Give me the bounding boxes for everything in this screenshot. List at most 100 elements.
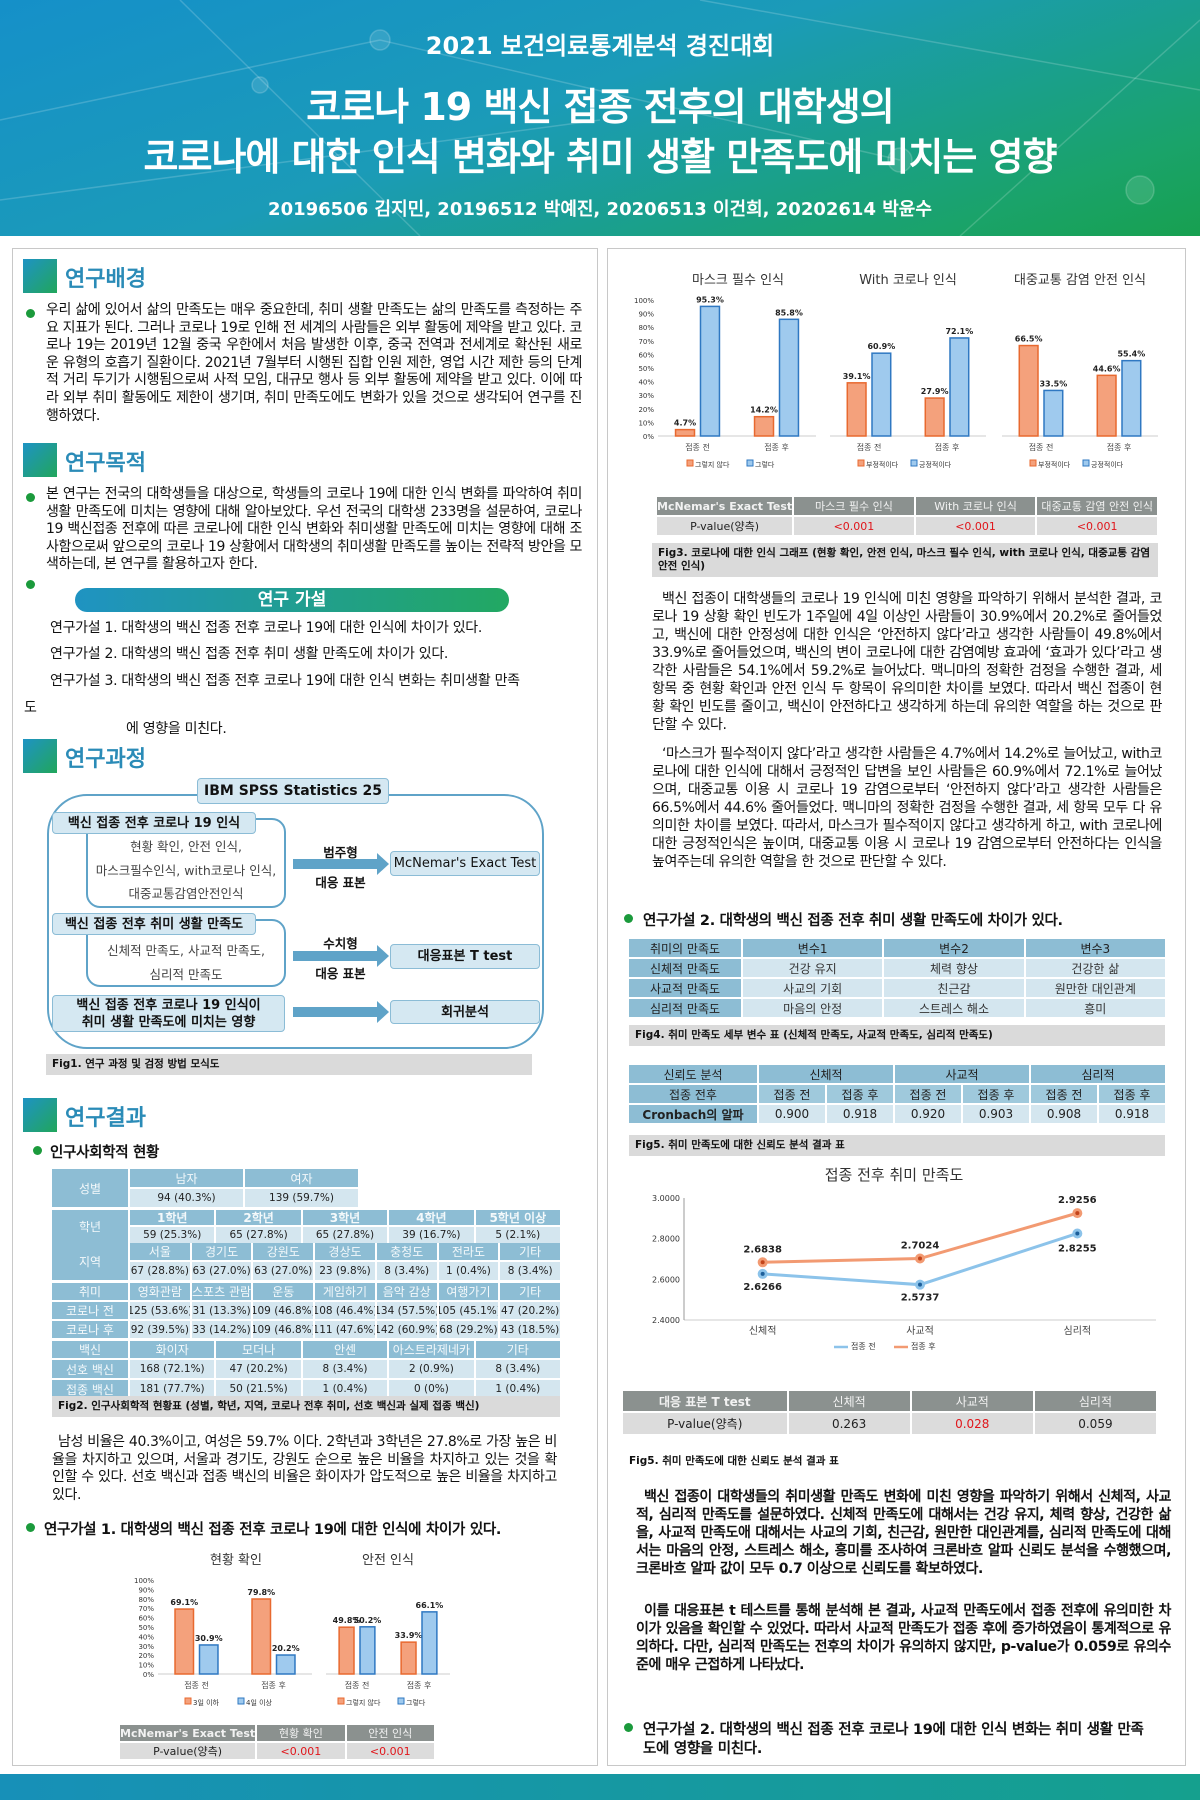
table-cell: 134 (57.5%)	[376, 1302, 437, 1319]
demographics-block: 지역 서울 경기도 강원도 경상도 충청도 전라도 기타 67 (28.8%) 63 (27.0%…	[52, 1243, 560, 1280]
table-header: With 코로나 인식	[915, 497, 1036, 515]
cronbach-alpha: 0.903	[963, 1105, 1029, 1123]
group2-item: 심리적 만족도	[149, 967, 223, 982]
arrow-icon	[293, 1001, 389, 1023]
hypothesis-1-title: 연구가설 1. 대학생의 백신 접종 전후 코로나 19에 대한 인식에 차이가…	[44, 1522, 502, 1538]
bar-value-label: 14.2%	[750, 406, 778, 415]
y-tick-label: 3.0000	[652, 1194, 680, 1203]
column-header: 아스트라제네카	[389, 1341, 474, 1358]
bar-value-label: 69.1%	[170, 1598, 198, 1607]
p-value: 0.028	[911, 1413, 1033, 1434]
column-header: 모더나	[216, 1341, 301, 1358]
column-header: 기타	[500, 1283, 560, 1300]
column-header: 경상도	[315, 1243, 375, 1260]
table-cell: 건강한 삶	[1025, 959, 1165, 977]
bar	[674, 428, 696, 437]
bar-value-label: 60.9%	[867, 342, 895, 351]
column-header: 게임하기	[315, 1283, 375, 1300]
table-cell: 59 (25.3%)	[130, 1227, 215, 1243]
chart-title: 현황 확인	[210, 1553, 262, 1568]
column-header: 신뢰도 분석	[629, 1065, 757, 1083]
section-title: 연구목적	[65, 451, 146, 476]
table-header: McNemar's Exact Test	[657, 497, 793, 515]
column-header: 화이자	[130, 1341, 215, 1358]
table-header: 현황 확인	[257, 1725, 345, 1741]
y-tick-label: 20%	[138, 1652, 154, 1660]
y-tick-label: 70%	[638, 338, 654, 346]
chart-status-check: 현황 확인 0%10% 20%30% 40%50%60% 70%80% 90%100% 접종…	[134, 1553, 312, 1707]
chart-title: 안전 인식	[362, 1553, 414, 1568]
column-header: 남자	[130, 1169, 243, 1187]
h1-result-text-1: 백신 접종이 대학생들의 코로나 19 인식에 미친 영향을 파악하기 위해서 …	[652, 591, 1162, 733]
y-tick-label: 40%	[138, 1633, 154, 1641]
column-header: 경기도	[191, 1243, 252, 1260]
x-tick-label: 접종 후	[261, 1680, 286, 1690]
bar-value-label: 33.9%	[395, 1631, 423, 1640]
legend-swatch	[1029, 459, 1037, 467]
demographics-block: 성별 남자 여자 94 (40.3%) 139 (59.7%)	[52, 1169, 358, 1207]
block-label: 성별	[52, 1169, 128, 1207]
fig4-grid: 취미의 만족도 변수1 변수2 변수3 신체적 만족도 건강 유지 체력 향상 건강한 삶 사교…	[629, 939, 1165, 1017]
bullet-icon	[26, 1523, 35, 1532]
p-value: <0.001	[346, 1743, 434, 1759]
table-cell: 31 (13.3%)	[191, 1302, 252, 1319]
fig5-reliability-table: 신뢰도 분석 신체적 사교적 심리적 접종 전후 접종 전 접종 후 접종 전 접종 후 접종 전…	[629, 1065, 1165, 1123]
table-cell: 원만한 대인관계	[1025, 979, 1165, 997]
legend-swatch	[686, 459, 694, 467]
bar	[1121, 359, 1142, 437]
bullet-icon	[26, 493, 35, 502]
bullet-icon	[26, 580, 35, 589]
group3-title-line: 백신 접종 전후 코로나 19 인식이	[76, 997, 261, 1013]
demographics-title: 인구사회학적 현황	[50, 1145, 160, 1161]
column-subheader: 접종 전	[1031, 1085, 1097, 1103]
hypothesis-3-title-wrap: 도에 영향을 미친다.	[643, 1741, 763, 1757]
column-header: 2학년	[216, 1210, 301, 1225]
ttest-table: 대응 표본 T test 신체적 사교적 심리적 P-value(양측) 0.2…	[623, 1391, 1156, 1434]
background-text: 우리 삶에 있어서 삶의 만족도는 매우 중요한데, 취미 생활 만족도는 삶의…	[46, 302, 582, 424]
column-header: 영화관람	[130, 1283, 190, 1300]
table-cell: 5 (2.1%)	[475, 1227, 560, 1243]
bullet-icon	[26, 309, 35, 318]
arrow-icon	[293, 945, 389, 967]
bar	[251, 1598, 272, 1675]
bar-value-label: 95.3%	[696, 295, 724, 304]
table-cell: 33 (14.2%)	[191, 1321, 252, 1338]
fig3-mcnemar-table: McNemar's Exact Test 마스크 필수 인식 With 코로나 …	[657, 497, 1157, 535]
bar-value-label: 27.9%	[921, 387, 949, 396]
bar-value-label: 49.8%	[333, 1616, 361, 1625]
bullet-icon	[33, 1146, 42, 1155]
table-cell: 63 (27.0%)	[253, 1262, 314, 1280]
bar-value-label: 72.1%	[945, 327, 973, 336]
demographics-block: 취미 영화관람 스포츠 관람 운동 게임하기 음악 감상 여행가기 기타 코로나 전 125 (5…	[52, 1283, 560, 1338]
fig4-caption: Fig4. 취미 만족도 세부 변수 표 (신체적 만족도, 사교적 만족도, …	[629, 1025, 1165, 1046]
table-cell: 8 (3.4%)	[475, 1360, 560, 1378]
poster-title-line-2: 코로나에 대한 인식 변화와 취미 생활 만족도에 미치는 영향	[143, 135, 1058, 179]
group2-type: 수치형	[323, 936, 358, 951]
table-cell: 43 (18.5%)	[500, 1321, 560, 1338]
table-cell: 친근감	[884, 979, 1024, 997]
table-cell: 65 (27.8%)	[216, 1227, 301, 1243]
x-tick-label: 접종 전	[345, 1680, 370, 1690]
y-tick-label: 2.4000	[652, 1316, 680, 1325]
bar	[1043, 389, 1064, 437]
column-header: 전라도	[438, 1243, 499, 1260]
table-cell: 108 (46.4%)	[315, 1302, 375, 1319]
table-cell: 1 (0.4%)	[438, 1262, 499, 1280]
y-tick-label: 10%	[638, 419, 654, 427]
column-header: 여행가기	[438, 1283, 499, 1300]
column-header: 기타	[475, 1341, 560, 1358]
table-cell: 사교의 기회	[743, 979, 883, 997]
x-tick-label: 접종 전	[685, 442, 710, 452]
y-tick-label: 80%	[638, 324, 654, 332]
bar-value-label: 39.1%	[843, 372, 871, 381]
legend-label: 3일 이하	[193, 1698, 220, 1707]
chart-title: With 코로나 인식	[859, 273, 957, 288]
hypothesis-3-end: 에 영향을 미친다.	[126, 721, 227, 737]
table-cell: 8 (3.4%)	[376, 1262, 437, 1280]
row-label: 접종 전후	[629, 1085, 757, 1103]
column-header: 변수1	[743, 939, 883, 957]
legend-label: 그렇다	[755, 460, 775, 469]
network-background-pattern	[0, 0, 1200, 236]
fig5b-caption: Fig5. 취미 만족도에 대한 신뢰도 분석 결과 표	[623, 1451, 1156, 1472]
data-label: 2.8255	[1058, 1243, 1097, 1254]
